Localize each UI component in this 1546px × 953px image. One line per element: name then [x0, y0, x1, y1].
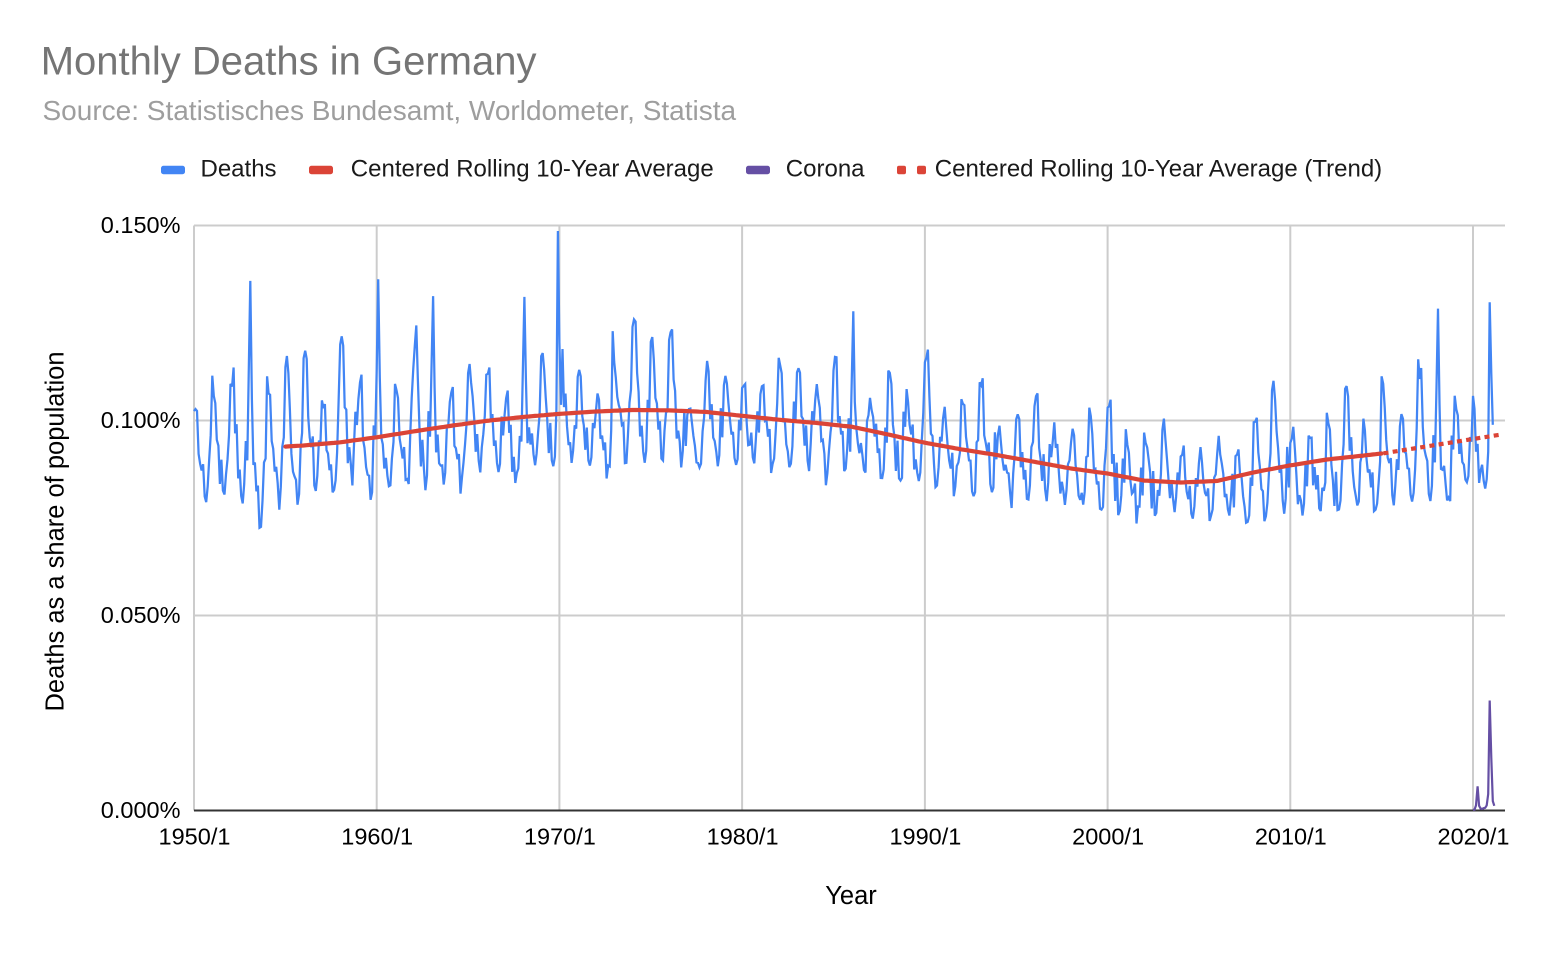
svg-text:1990/1: 1990/1 — [889, 824, 961, 850]
svg-text:Centered Rolling 10-Year Avera: Centered Rolling 10-Year Average — [351, 156, 714, 183]
svg-text:0.100%: 0.100% — [101, 407, 181, 433]
svg-text:0.000%: 0.000% — [101, 797, 181, 823]
svg-text:2000/1: 2000/1 — [1072, 824, 1144, 850]
svg-text:1960/1: 1960/1 — [341, 824, 413, 850]
svg-text:2010/1: 2010/1 — [1255, 824, 1327, 850]
svg-text:1970/1: 1970/1 — [524, 824, 596, 850]
svg-text:1980/1: 1980/1 — [707, 824, 779, 850]
svg-text:Year: Year — [825, 882, 877, 910]
svg-text:0.150%: 0.150% — [101, 212, 181, 238]
svg-text:2020/1: 2020/1 — [1438, 824, 1510, 850]
svg-text:Source: Statistisches Bundesam: Source: Statistisches Bundesamt, Worldom… — [43, 95, 737, 126]
svg-text:1950/1: 1950/1 — [159, 824, 231, 850]
svg-text:Corona: Corona — [786, 156, 865, 183]
svg-text:Monthly Deaths in Germany: Monthly Deaths in Germany — [41, 40, 537, 84]
svg-text:Deaths as a share of populatio: Deaths as a share of population — [42, 351, 70, 711]
svg-text:Centered Rolling 10-Year Avera: Centered Rolling 10-Year Average (Trend) — [935, 156, 1382, 183]
svg-text:0.050%: 0.050% — [101, 602, 181, 628]
svg-text:Deaths: Deaths — [201, 156, 277, 183]
